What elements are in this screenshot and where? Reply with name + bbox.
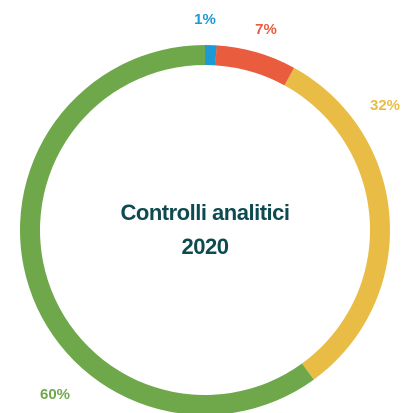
donut-segment xyxy=(215,45,295,86)
value-label: 1% xyxy=(194,11,216,28)
chart-title: Controlli analitici 2020 xyxy=(120,200,290,259)
donut-segment xyxy=(284,67,390,380)
value-label: 7% xyxy=(255,21,277,38)
value-label: 32% xyxy=(370,97,400,114)
donut-segment xyxy=(205,45,217,66)
value-label: 60% xyxy=(40,386,70,403)
donut-segment xyxy=(20,45,314,413)
